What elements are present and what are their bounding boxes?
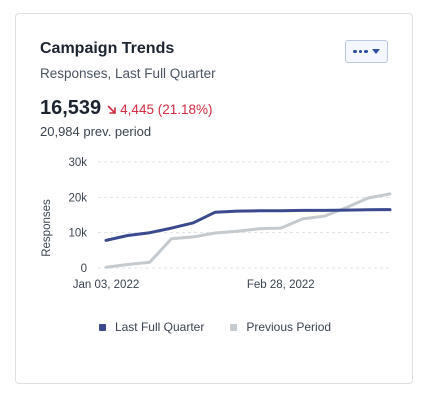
chart-legend: Last Full Quarter Previous Period	[16, 320, 414, 334]
arrow-down-right-icon	[107, 105, 116, 114]
legend-item-previous-period[interactable]: Previous Period	[230, 320, 331, 334]
y-axis-label: Responses	[41, 199, 53, 257]
metric-value: 16,539	[40, 97, 102, 119]
series-line-last-full-quarter[interactable]	[104, 208, 392, 242]
metric-delta-text: 4,445 (21.18%)	[120, 102, 213, 117]
y-tick-label: 20k	[68, 192, 87, 204]
legend-item-last-full-quarter[interactable]: Last Full Quarter	[98, 320, 205, 334]
x-tick-label: Jan 03, 2022	[73, 279, 140, 291]
legend-label: Last Full Quarter	[114, 320, 205, 334]
trend-line-chart: 0 10k 20k 30k Jan 03, 2022 Feb 28, 2022 Resp…	[41, 157, 392, 291]
chevron-down-icon	[371, 49, 380, 54]
y-tick-label: 30k	[68, 157, 87, 169]
x-tick-label: Feb 28, 2022	[247, 279, 315, 291]
previous-period-value: 20,984 prev. period	[40, 124, 152, 139]
legend-swatch	[230, 323, 238, 331]
legend-label: Previous Period	[246, 320, 332, 334]
legend-swatch	[98, 323, 106, 331]
more-options-button[interactable]	[345, 40, 388, 63]
card-title: Campaign Trends	[40, 40, 175, 57]
y-tick-label: 10k	[68, 228, 87, 240]
card-subtitle: Responses, Last Full Quarter	[40, 66, 216, 81]
series-line-previous-period[interactable]	[104, 192, 392, 269]
y-tick-label: 0	[81, 263, 87, 275]
campaign-trends-card: Campaign Trends Responses, Last Full Qua…	[15, 13, 413, 384]
more-dots-icon	[353, 49, 368, 54]
metric-delta: 4,445 (21.18%)	[107, 102, 212, 117]
metric-summary: 16,539 4,445 (21.18%)	[40, 97, 212, 120]
